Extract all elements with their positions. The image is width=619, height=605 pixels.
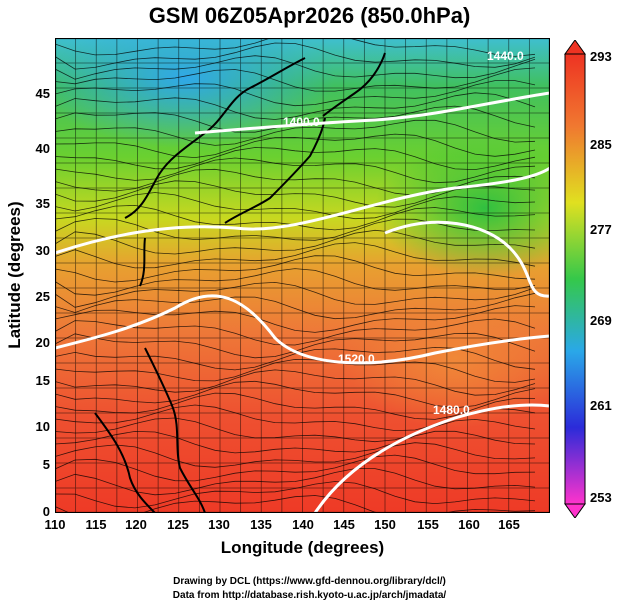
- colorbar-tick-label: 277: [590, 222, 612, 237]
- x-tick-label: 125: [167, 517, 189, 532]
- streamline: [55, 305, 536, 333]
- credit-drawing: Drawing by DCL (https://www.gfd-dennou.o…: [173, 576, 446, 587]
- colorbar-tick-label: 253: [590, 490, 612, 505]
- colorbar-tick-label: 269: [590, 313, 612, 328]
- x-tick-label: 110: [44, 517, 66, 532]
- streamline: [55, 268, 536, 296]
- x-tick-label: 135: [250, 517, 272, 532]
- colorbar-max-arrow: [564, 40, 586, 55]
- streamline: [55, 67, 536, 92]
- streamline: [55, 255, 536, 283]
- contour-label: 1440.0: [487, 49, 524, 63]
- y-tick-label: 0: [42, 504, 50, 519]
- colorbar-tick-label: 293: [590, 49, 612, 64]
- contour-label: 1400.0: [283, 115, 320, 129]
- map-grid: [55, 38, 550, 513]
- streamline: [55, 281, 536, 308]
- x-tick-label: 150: [374, 517, 396, 532]
- y-tick-label: 10: [35, 419, 50, 434]
- streamline: [55, 133, 536, 159]
- colorbar-tick-label: 285: [590, 137, 612, 152]
- streamline: [55, 229, 536, 255]
- y-axis-label: Latitude (degrees): [5, 201, 24, 349]
- streamline: [55, 80, 536, 107]
- contour-label: 1520.0: [338, 352, 375, 366]
- x-axis-label: Longitude (degrees): [220, 538, 385, 557]
- x-tick-label: 165: [498, 517, 520, 532]
- streamline: [55, 430, 536, 454]
- streamline: [55, 454, 536, 482]
- geopotential-contours: [55, 91, 550, 513]
- streamline: [55, 92, 536, 120]
- map-title: GSM 06Z05Apr2026 (850.0hPa): [148, 3, 471, 28]
- contour-label: 1480.0: [433, 403, 470, 417]
- streamline: [55, 242, 536, 269]
- streamline: [55, 157, 536, 184]
- credit-data: Data from http://database.rish.kyoto-u.a…: [172, 590, 447, 601]
- streamline: [55, 495, 536, 513]
- streamline: [55, 119, 536, 146]
- streamline: [55, 180, 536, 208]
- x-tick-label: 145: [333, 517, 355, 532]
- y-tick-label: 25: [35, 289, 50, 304]
- plot-frame: [55, 38, 550, 513]
- colorbar-tick-label: 261: [590, 398, 612, 413]
- y-tick-label: 40: [35, 141, 50, 156]
- streamline: [55, 358, 536, 383]
- y-tick-label: 45: [35, 86, 50, 101]
- streamline: [55, 369, 536, 396]
- cold-air-region: [55, 38, 335, 148]
- y-tick-label: 30: [35, 243, 50, 258]
- streamline: [55, 192, 536, 220]
- streamline: [55, 442, 536, 468]
- x-tick-label: 140: [292, 517, 314, 532]
- streamline: [55, 380, 536, 409]
- y-tick-label: 35: [35, 196, 50, 211]
- x-tick-label: 155: [417, 517, 439, 532]
- x-tick-label: 160: [458, 517, 480, 532]
- colorbar-scale: [564, 53, 586, 505]
- colorbar-min-arrow: [564, 503, 586, 518]
- x-tick-label: 130: [208, 517, 230, 532]
- y-tick-label: 20: [35, 335, 50, 350]
- streamline: [55, 417, 536, 443]
- x-tick-label: 115: [85, 517, 107, 532]
- streamline: [55, 218, 536, 241]
- streamline: [55, 318, 536, 346]
- x-tick-label: 120: [125, 517, 147, 532]
- streamline: [55, 147, 536, 171]
- temperature-wind-map: 1440.0 1400.0 1520.0 1480.0: [55, 38, 550, 513]
- streamline: [55, 292, 536, 320]
- warm-region: [345, 288, 550, 428]
- streamline: [55, 468, 536, 496]
- colorbar: [564, 40, 586, 518]
- streamline: [55, 481, 536, 509]
- streamline: [55, 38, 536, 57]
- y-tick-label: 5: [42, 457, 50, 472]
- y-tick-label: 15: [35, 373, 50, 388]
